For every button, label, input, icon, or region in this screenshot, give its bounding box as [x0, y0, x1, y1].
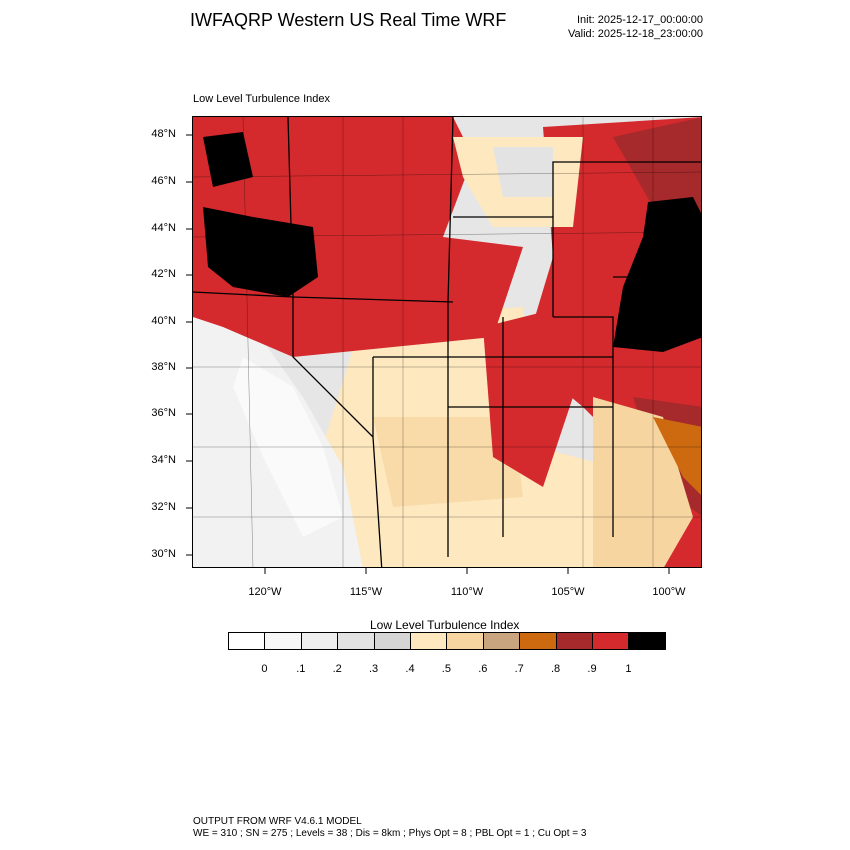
colorbar-swatch — [628, 632, 666, 650]
time-stamps: Init: 2025-12-17_00:00:00 Valid: 2025-12… — [568, 13, 703, 41]
lat-label: 38°N — [151, 361, 176, 373]
turbulence-map — [192, 116, 702, 568]
colorbar-label: .3 — [369, 663, 379, 675]
colorbar-swatch — [264, 632, 302, 650]
lon-label: 115°W — [349, 586, 383, 598]
colorbar-label: .4 — [405, 663, 415, 675]
lat-label: 42°N — [151, 268, 176, 280]
colorbar-label: .5 — [441, 663, 451, 675]
colorbar-label: .1 — [296, 663, 306, 675]
model-info: OUTPUT FROM WRF V4.6.1 MODEL WE = 310 ; … — [193, 816, 586, 840]
colorbar-swatch — [555, 632, 593, 650]
colorbar-swatch — [519, 632, 557, 650]
lon-label: 120°W — [248, 586, 282, 598]
colorbar-swatch — [228, 632, 266, 650]
init-time: Init: 2025-12-17_00:00:00 — [577, 14, 703, 26]
colorbar-swatch — [410, 632, 448, 650]
colorbar-swatch — [446, 632, 484, 650]
lon-label: 110°W — [450, 586, 484, 598]
lat-label: 30°N — [151, 548, 176, 560]
colorbar-label: 1 — [625, 663, 632, 675]
colorbar-label: .9 — [587, 663, 597, 675]
colorbar-swatch — [373, 632, 411, 650]
colorbar-label: .6 — [478, 663, 488, 675]
colorbar-swatch — [337, 632, 375, 650]
lon-label: 100°W — [652, 586, 686, 598]
colorbar-swatch — [300, 632, 339, 650]
colorbar-swatch — [592, 632, 630, 650]
lat-label: 36°N — [151, 407, 176, 419]
colorbar-label: 0 — [261, 663, 268, 675]
colorbar-label: .2 — [332, 663, 342, 675]
field-label: Low Level Turbulence Index — [193, 93, 330, 105]
colorbar-swatch — [482, 632, 521, 650]
lon-label: 105°W — [551, 586, 585, 598]
lat-label: 48°N — [151, 128, 176, 140]
colorbar-label: .7 — [514, 663, 524, 675]
lat-label: 40°N — [151, 315, 176, 327]
model-version: OUTPUT FROM WRF V4.6.1 MODEL — [193, 816, 362, 827]
model-settings: WE = 310 ; SN = 275 ; Levels = 38 ; Dis … — [193, 828, 587, 839]
lat-label: 46°N — [151, 175, 176, 187]
valid-time: Valid: 2025-12-18_23:00:00 — [568, 28, 703, 40]
colorbar-label: .8 — [551, 663, 561, 675]
lat-label: 32°N — [151, 501, 176, 513]
colorbar-title: Low Level Turbulence Index — [370, 618, 520, 632]
map-canvas — [193, 117, 701, 567]
lat-label: 34°N — [151, 454, 176, 466]
plot-title: IWFAQRP Western US Real Time WRF — [190, 10, 507, 30]
lat-label: 44°N — [151, 222, 176, 234]
